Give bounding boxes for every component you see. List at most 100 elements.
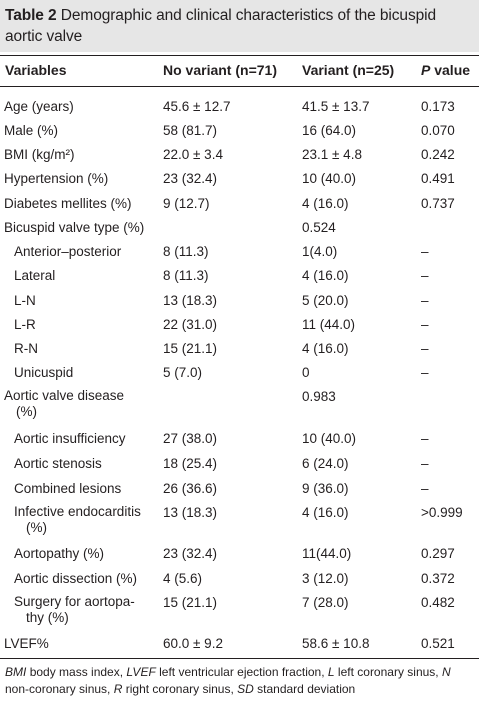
variant-cell: 10 (40.0) — [302, 171, 357, 186]
row-label: Aortic valve disease (%) — [4, 388, 125, 419]
footnote-def: left ventricular ejection fraction, — [159, 665, 325, 679]
header-variant: Variant (n=25) — [302, 62, 395, 78]
no-variant-cell: 45.6 ± 12.7 — [163, 99, 231, 114]
variant-cell: 23.1 ± 4.8 — [302, 147, 362, 162]
p-value-cell: – — [421, 365, 429, 380]
row-label: Combined lesions — [14, 481, 122, 496]
variant-cell: 7 (28.0) — [302, 595, 349, 610]
variant-cell: 0.983 — [302, 389, 336, 404]
variant-cell: 0.524 — [302, 220, 336, 235]
p-value-cell: 0.070 — [421, 123, 455, 138]
p-value-cell: 0.372 — [421, 571, 455, 586]
footnote-abbr: LVEF — [126, 665, 156, 679]
row-label: Aortic insufficiency — [14, 431, 126, 446]
row-label: Hypertension (%) — [4, 171, 109, 186]
header-no-variant: No variant (n=71) — [163, 62, 277, 78]
footnote-def: right coronary sinus, — [125, 682, 234, 696]
p-value-cell: >0.999 — [421, 505, 463, 520]
no-variant-cell: 4 (5.6) — [163, 571, 203, 586]
no-variant-cell: 23 (32.4) — [163, 546, 218, 561]
row-label: BMI (kg/m²) — [4, 147, 75, 162]
footnote-def: non-coronary sinus, — [5, 682, 111, 696]
row-label: Aortic stenosis — [14, 456, 102, 471]
variant-cell: 11 (44.0) — [302, 317, 356, 332]
row-label: Surgery for aortopa-thy (%) — [14, 594, 135, 625]
variant-cell: 4 (16.0) — [302, 505, 349, 520]
p-value-cell: – — [421, 244, 429, 259]
footnote-abbr: L — [327, 665, 335, 679]
footnote-abbr: BMI — [5, 665, 27, 679]
p-value-cell: 0.482 — [421, 595, 455, 610]
p-value-cell: 0.491 — [421, 171, 455, 186]
row-label: L-R — [14, 317, 36, 332]
p-value-cell: – — [421, 293, 429, 308]
variant-cell: 0 — [302, 365, 310, 380]
row-label: Diabetes mellites (%) — [4, 196, 132, 211]
variant-cell: 9 (36.0) — [302, 481, 349, 496]
row-label: L-N — [14, 293, 36, 308]
p-value-cell: – — [421, 456, 429, 471]
row-label: Lateral — [14, 268, 56, 283]
p-value-cell: – — [421, 317, 429, 332]
variant-cell: 4 (16.0) — [302, 341, 349, 356]
variant-cell: 4 (16.0) — [302, 268, 349, 283]
variant-cell: 58.6 ± 10.8 — [302, 636, 370, 651]
table-label: Table 2 — [5, 7, 57, 24]
p-value-cell: 0.737 — [421, 196, 455, 211]
no-variant-cell: 26 (36.6) — [163, 481, 218, 496]
variant-cell: 3 (12.0) — [302, 571, 349, 586]
table-caption: Demographic and clinical characteristics… — [5, 7, 436, 45]
header-top-rule — [0, 55, 479, 57]
variant-cell: 41.5 ± 13.7 — [302, 99, 370, 114]
no-variant-cell: 60.0 ± 9.2 — [163, 636, 223, 651]
no-variant-cell: 13 (18.3) — [163, 293, 218, 308]
row-label: Infective endocarditis (%) — [14, 504, 141, 535]
no-variant-cell: 9 (12.7) — [163, 196, 210, 211]
table-bottom-rule — [0, 658, 479, 660]
variant-cell: 16 (64.0) — [302, 123, 357, 138]
row-label: Anterior–posterior — [14, 244, 122, 259]
variant-cell: 11(44.0) — [302, 546, 352, 561]
header-p-rest: value — [434, 62, 471, 78]
p-value-cell: – — [421, 268, 429, 283]
row-label: Aortopathy (%) — [14, 546, 105, 561]
header-variables: Variables — [5, 62, 67, 78]
title-band — [0, 0, 479, 52]
no-variant-cell: 13 (18.3) — [163, 505, 218, 520]
footnote-abbr: N — [441, 665, 451, 679]
no-variant-cell: 5 (7.0) — [163, 365, 203, 380]
header-bottom-rule — [0, 86, 479, 87]
p-value-cell: 0.242 — [421, 147, 455, 162]
p-value-cell: 0.521 — [421, 636, 455, 651]
footnote-abbr: SD — [237, 682, 254, 696]
p-value-cell: 0.297 — [421, 546, 455, 561]
p-value-cell: – — [421, 341, 429, 356]
header-p-italic: P — [421, 62, 431, 78]
no-variant-cell: 8 (11.3) — [163, 268, 209, 283]
no-variant-cell: 22.0 ± 3.4 — [163, 147, 223, 162]
table-footnote: BMI body mass index, LVEF left ventricul… — [5, 664, 475, 698]
p-value-cell: – — [421, 431, 429, 446]
header-p-value: P value — [421, 62, 470, 78]
row-label: Aortic dissection (%) — [14, 571, 138, 586]
row-label: Age (years) — [4, 99, 74, 114]
no-variant-cell: 8 (11.3) — [163, 244, 209, 259]
no-variant-cell: 23 (32.4) — [163, 171, 218, 186]
p-value-cell: 0.173 — [421, 99, 455, 114]
variant-cell: 1(4.0) — [302, 244, 338, 259]
footnote-def: body mass index, — [29, 665, 124, 679]
variant-cell: 6 (24.0) — [302, 456, 349, 471]
row-label: Bicuspid valve type (%) — [4, 220, 145, 235]
table-title: Table 2 Demographic and clinical charact… — [5, 5, 473, 47]
row-label: R-N — [14, 341, 38, 356]
footnote-def: standard deviation — [257, 682, 356, 696]
variant-cell: 5 (20.0) — [302, 293, 349, 308]
row-label: Male (%) — [4, 123, 59, 138]
variant-cell: 10 (40.0) — [302, 431, 357, 446]
no-variant-cell: 15 (21.1) — [163, 595, 218, 610]
no-variant-cell: 58 (81.7) — [163, 123, 218, 138]
footnote-abbr: R — [113, 682, 123, 696]
p-value-cell: – — [421, 481, 429, 496]
no-variant-cell: 22 (31.0) — [163, 317, 218, 332]
